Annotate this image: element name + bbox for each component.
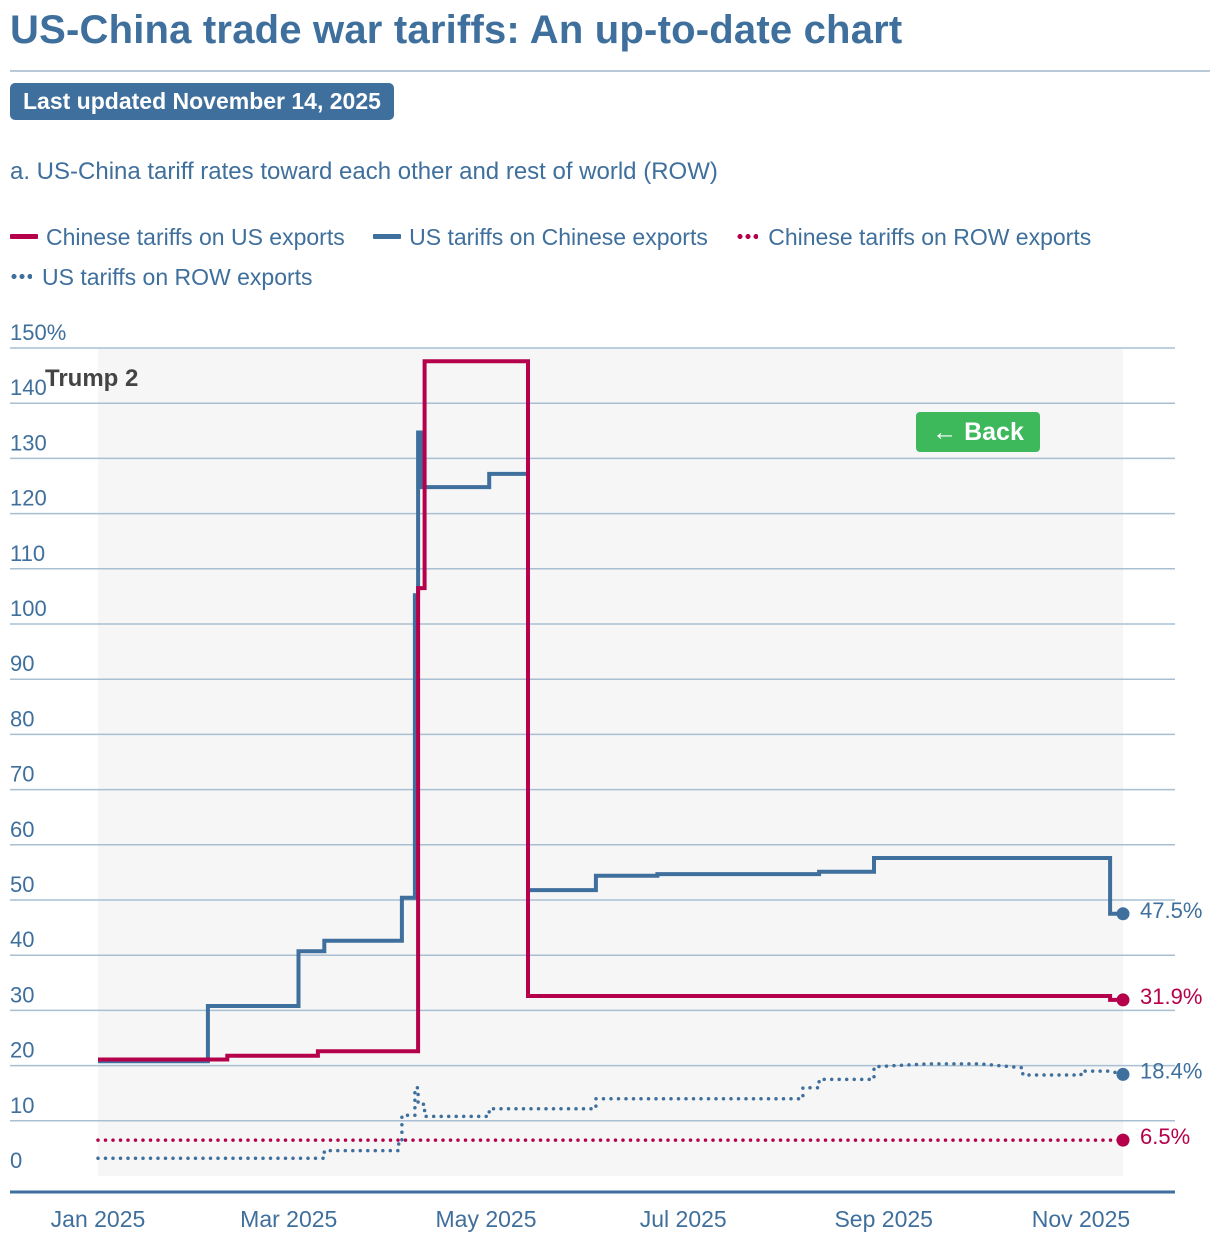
y-tick-label: 100	[10, 596, 47, 621]
legend-item-chinese-on-row: Chinese tariffs on ROW exports	[736, 224, 1091, 250]
tariff-line-chart: 0 10 20 30 40 50 60 70 80 90 100 110 120 130 140 150% J…	[10, 320, 1202, 1232]
end-value-label-3: 6.5%	[1140, 1124, 1190, 1149]
series-lines	[96, 359, 1125, 1161]
end-value-label-1: 31.9%	[1140, 984, 1202, 1009]
title-divider	[10, 70, 1210, 72]
legend-item-us-on-row: US tariffs on ROW exports	[10, 264, 313, 290]
y-tick-label: 20	[10, 1038, 34, 1063]
gridlines	[10, 347, 1175, 1122]
end-marker-3	[1116, 1133, 1130, 1147]
end-marker-1	[1116, 993, 1130, 1007]
y-tick-label: 30	[10, 982, 34, 1007]
last-updated-badge: Last updated November 14, 2025	[10, 83, 394, 120]
legend-swatch-solid-red	[10, 234, 38, 240]
legend-swatch-dotted-blue	[10, 274, 32, 280]
y-tick-label: 60	[10, 817, 34, 842]
y-tick-label: 10	[10, 1093, 34, 1118]
y-tick-label: 0	[10, 1148, 22, 1173]
y-tick-label: 110	[10, 541, 45, 566]
y-tick-label: 90	[10, 651, 34, 676]
x-tick-label: Mar 2025	[240, 1206, 337, 1232]
shaded-period	[98, 348, 1123, 1176]
y-tick-label: 50	[10, 872, 34, 897]
period-annotation: Trump 2	[45, 365, 138, 392]
legend-swatch-solid-blue	[373, 234, 402, 240]
end-marker-4	[1116, 1067, 1130, 1081]
series-line-2	[98, 430, 1123, 1064]
legend-label: Chinese tariffs on ROW exports	[768, 224, 1092, 250]
page-title: US-China trade war tariffs: An up-to-dat…	[10, 8, 903, 52]
y-axis-labels: 0 10 20 30 40 50 60 70 80 90 100 110 120 130 140 150%	[10, 320, 66, 1173]
y-tick-label: 120	[10, 486, 47, 511]
legend-swatch-dotted-red	[736, 234, 759, 240]
end-value-label-4: 18.4%	[1140, 1058, 1202, 1083]
chart-subtitle: a. US-China tariff rates toward each oth…	[10, 158, 718, 185]
legend-label: Chinese tariffs on US exports	[46, 224, 345, 250]
plot-background	[98, 348, 1123, 1176]
x-tick-label: Jan 2025	[51, 1206, 146, 1232]
series-line-1	[98, 359, 1123, 1062]
legend-label: US tariffs on Chinese exports	[409, 224, 708, 250]
chart-legend: Chinese tariffs on US exports US tariffs…	[10, 217, 1200, 297]
x-tick-label: Sep 2025	[834, 1206, 932, 1232]
end-markers: 31.9% 47.5% 6.5% 18.4%	[1116, 898, 1202, 1149]
x-tick-label: Nov 2025	[1032, 1206, 1130, 1232]
y-unit-label: 150%	[10, 320, 66, 345]
series-line-4	[96, 1062, 1125, 1161]
back-button[interactable]: ← Back	[916, 412, 1040, 452]
x-tick-label: May 2025	[436, 1206, 537, 1232]
x-axis: Jan 2025 Mar 2025 May 2025 Jul 2025 Sep 2025…	[10, 1190, 1175, 1232]
y-tick-label: 40	[10, 927, 34, 952]
y-tick-label: 140	[10, 375, 47, 400]
legend-item-chinese-on-us: Chinese tariffs on US exports	[10, 224, 345, 250]
end-value-label-2: 47.5%	[1140, 898, 1202, 923]
y-tick-label: 70	[10, 762, 34, 787]
legend-item-us-on-chinese: US tariffs on Chinese exports	[373, 224, 708, 250]
x-tick-label: Jul 2025	[640, 1206, 727, 1232]
y-tick-label: 130	[10, 430, 47, 455]
end-marker-2	[1116, 907, 1130, 921]
y-tick-label: 80	[10, 706, 34, 731]
legend-label: US tariffs on ROW exports	[42, 264, 313, 290]
